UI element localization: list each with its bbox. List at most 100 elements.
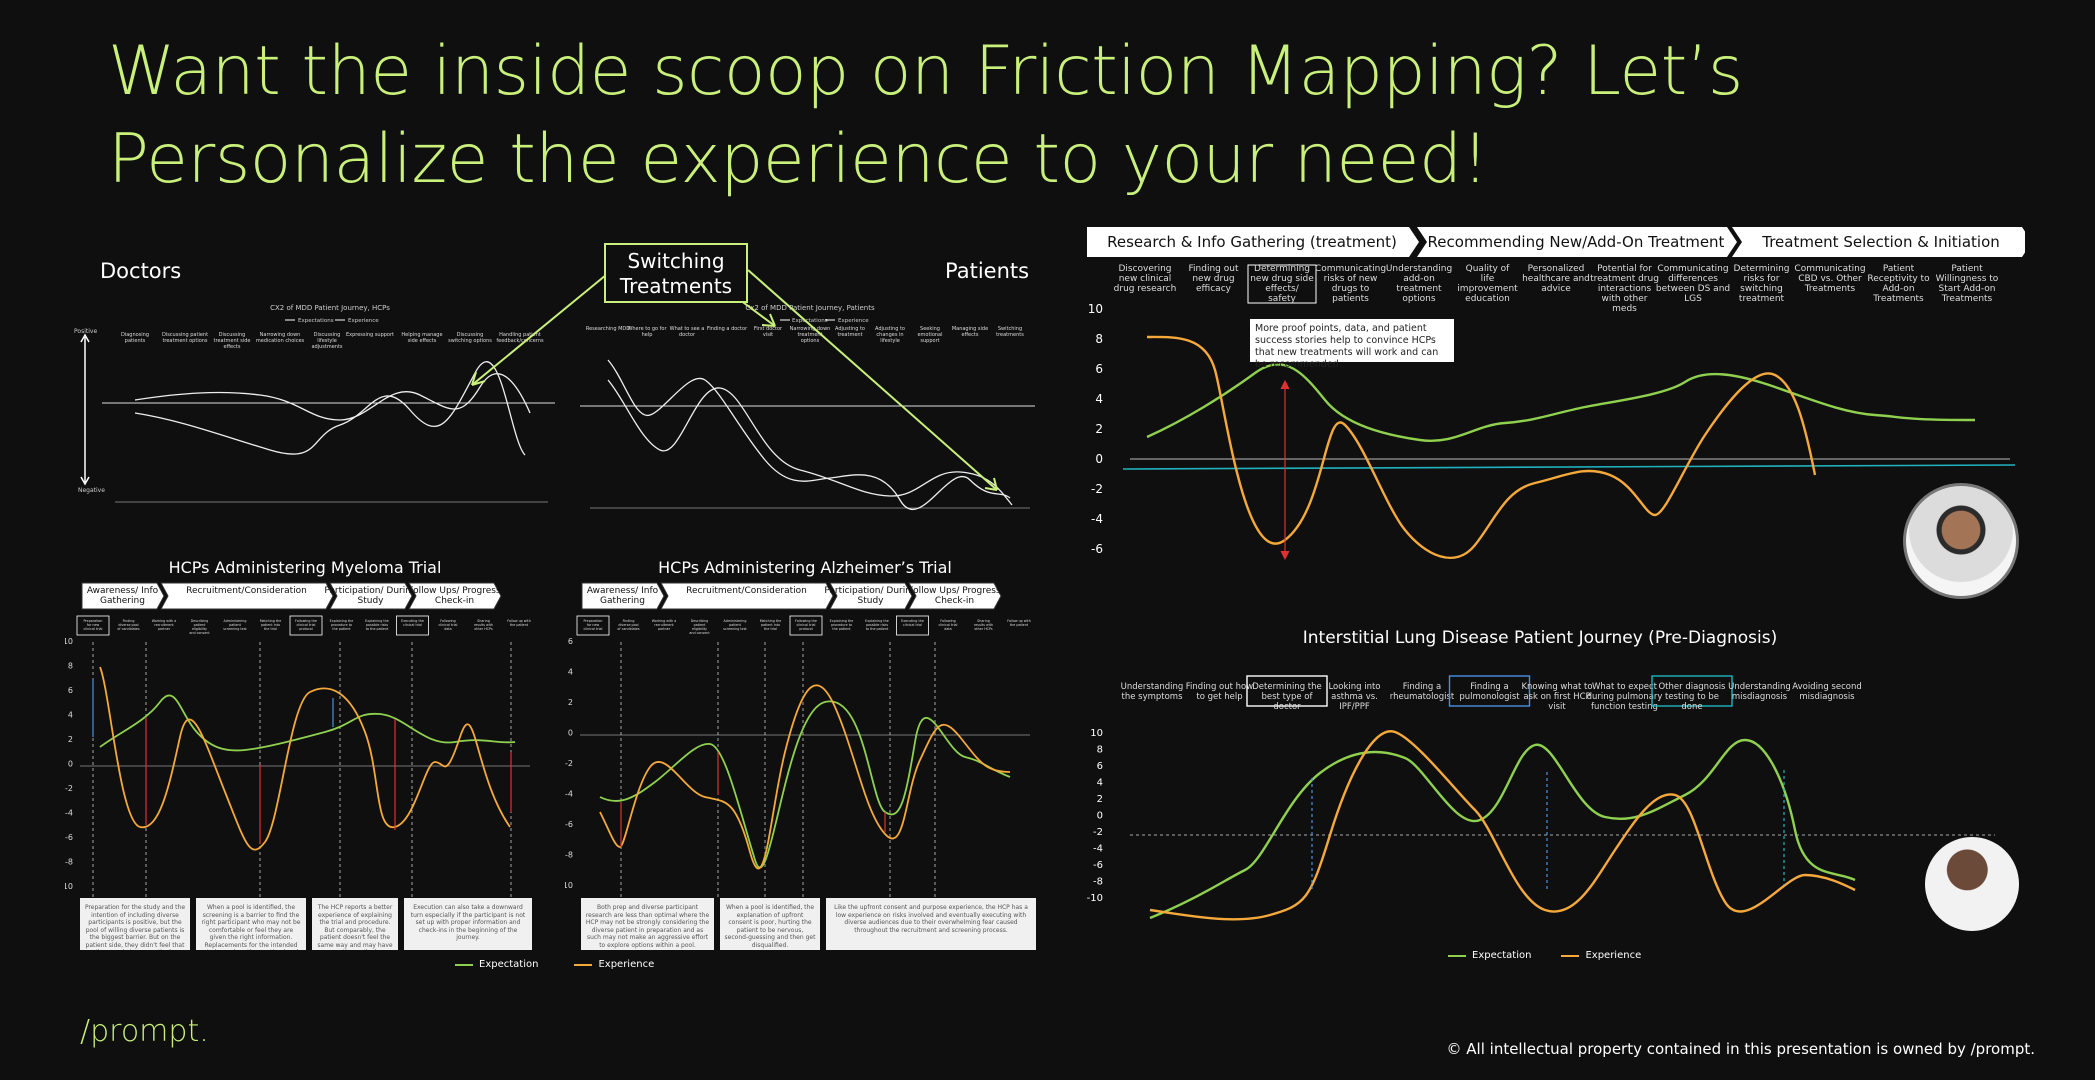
phase-chevron	[1732, 227, 2025, 257]
expectation-swatch	[1448, 954, 1466, 957]
ild-y-ticks: 10 8 6 4 2 0 -2 -4 -6 -8 -10	[1087, 728, 1103, 904]
step-box	[1448, 675, 1531, 707]
phase-label: Participation/ During Study	[824, 586, 916, 606]
doctors-step-label: Discussing lifestyle adjustments	[311, 332, 342, 350]
y-tick-label: -8	[65, 858, 73, 867]
doctors-chart-subtitle: CX2 of MDD Patient Journey, HCPs	[270, 304, 390, 312]
y-tick-label: 4	[68, 711, 73, 720]
step-box	[789, 615, 823, 636]
y-tick-label: -10	[1087, 893, 1103, 904]
switching-treatments-box: Switching Treatments	[604, 243, 748, 303]
legend-expectation-label: Expectations	[298, 318, 334, 324]
patients-header: Patients	[945, 259, 1030, 283]
step-label: Explaining the procedure to the patient	[830, 619, 854, 631]
alzheimers-note-2: When a pool is identified, the explanati…	[720, 898, 820, 950]
alzheimers-step-labels: Preparation for new clinical trial Finding d…	[576, 615, 1031, 636]
alzheimers-note-1: Both prep and diverse participant resear…	[581, 898, 714, 950]
phase-label: Recommending New/Add-On Treatment	[1428, 233, 1725, 251]
y-tick-label: -4	[65, 809, 73, 818]
step-label: Explaining the possible risks to the patie…	[865, 619, 889, 631]
doctors-step-label: Expressing support	[346, 332, 394, 338]
y-tick-label: -4	[565, 790, 573, 799]
patients-step-label: Adjusting to changes in lifestyle	[875, 326, 905, 344]
doctors-step-label: Discussing treatment side effects	[214, 332, 251, 350]
doctors-step-label: Diagnosing patients	[121, 332, 149, 344]
step-label: Matching the patient into the trial	[760, 619, 782, 631]
patients-step-label: What to see a doctor	[670, 326, 705, 338]
alzheimers-note-3: Like the upfront consent and purpose exp…	[826, 898, 1036, 950]
phase-chevron	[1087, 227, 1419, 257]
y-tick-label: -6	[1091, 542, 1103, 556]
step-box	[289, 615, 323, 636]
positive-label: Positive	[74, 328, 97, 335]
patients-experience-line	[607, 379, 1013, 506]
legend-experience-label: Experience	[838, 318, 869, 324]
step-box	[76, 615, 110, 636]
myeloma-phase-bar: Awareness/ Info Gathering Recruitment/Cons…	[81, 582, 502, 610]
patients-step-label: Finding a doctor	[707, 326, 748, 332]
step-label: Working with a recruitment partner	[152, 619, 177, 631]
legend-experience-label: Experience	[348, 318, 379, 324]
step-label: Finding diverse pool of candidates	[617, 619, 640, 631]
patients-step-label: Adjusting to treatment	[835, 326, 865, 338]
alzheimers-phase-bar: Awareness/ Info Gathering Recruitment/Cons…	[581, 582, 1002, 610]
myeloma-title: HCPs Administering Myeloma Trial	[168, 558, 442, 577]
phase-chevron	[908, 582, 1002, 610]
step-label: Executing the clinical trial	[401, 619, 424, 627]
patients-expectation-line	[607, 359, 1011, 510]
phase-label: Recruitment/Consideration	[186, 586, 307, 596]
step-label: Working with a recruitment partner	[652, 619, 677, 631]
doctors-experience-line	[134, 361, 526, 456]
step-label: Describing patient eligibility and consent	[189, 619, 210, 635]
step-box	[896, 615, 929, 636]
patients-chart: Cx2 of MDD Patient Journey, Patients Exp…	[580, 304, 1035, 510]
step-label: Patient Receptivity to Add-on Treatments	[1867, 264, 1930, 304]
alzheimers-chart: Awareness/ Info Gathering Recruitment/Cons…	[565, 582, 1031, 897]
experience-swatch	[574, 963, 593, 966]
phase-label: Awareness/ Info Gathering	[587, 586, 659, 606]
copyright-notice: © All intellectual property contained in…	[1446, 1040, 2035, 1058]
y-tick-label: 4	[1097, 778, 1103, 789]
step-label: Understanding add-on treatment options	[1386, 264, 1452, 304]
page-title: Want the inside scoop on Friction Mappin…	[108, 32, 1743, 199]
y-tick-label: -10	[65, 882, 73, 891]
step-label: Understanding misdiagnosis	[1728, 682, 1791, 702]
patients-step-label: Managing side effects	[952, 326, 988, 338]
patient-avatar	[1925, 837, 2019, 931]
experience-label: Experience	[598, 959, 655, 970]
step-label: Looking into asthma vs. IPF/PPF	[1328, 682, 1380, 712]
myeloma-expectation-line	[99, 694, 516, 752]
y-tick-label: 8	[1095, 332, 1103, 346]
doctors-step-label: Helping manage side effects	[401, 332, 442, 344]
doctors-step-label: Discussing switching options	[448, 332, 492, 344]
step-label: Follow up with the patient	[507, 619, 531, 627]
phase-chevron	[408, 582, 502, 610]
y-tick-label: 10	[1090, 728, 1103, 739]
step-label: Communicating differences between DS and LG…	[1656, 264, 1730, 304]
step-label: Other diagnosis testing to be done	[1658, 682, 1726, 712]
treatment-expectation-line	[1146, 363, 1976, 442]
patients-step-label: Researching MDD	[586, 326, 630, 332]
step-box	[1651, 675, 1733, 707]
myeloma-note-4: Execution can also take a downward turn …	[404, 898, 532, 950]
patients-step-label: Where to go for help	[627, 326, 667, 338]
y-tick-label: 8	[68, 662, 73, 671]
y-tick-label: -2	[1093, 827, 1103, 838]
myeloma-experience-line	[99, 666, 511, 851]
step-label: Administering patient screening test	[223, 619, 247, 631]
phase-label: Research & Info Gathering (treatment)	[1107, 233, 1397, 251]
step-box	[1247, 264, 1317, 304]
myeloma-step-labels: Preparation for new clinical trial Finding d…	[76, 615, 531, 636]
patients-chart-subtitle: Cx2 of MDD Patient Journey, Patients	[745, 304, 875, 312]
y-tick-label: 10	[1088, 302, 1103, 316]
treatment-step-labels: Discovering new clinical drug research Find…	[1114, 264, 1999, 314]
phase-label: Participation/ During Study	[324, 586, 416, 606]
y-tick-label: -2	[65, 784, 73, 793]
phase-chevron	[81, 582, 165, 610]
brand-logo: /prompt.	[80, 1014, 209, 1049]
y-tick-label: 0	[1097, 811, 1103, 822]
expectation-swatch	[455, 963, 473, 966]
